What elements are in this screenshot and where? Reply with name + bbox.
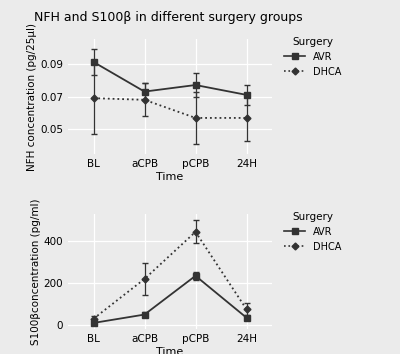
Y-axis label: S100βconcentration (pg/ml): S100βconcentration (pg/ml) (31, 198, 41, 345)
Legend: AVR, DHCA: AVR, DHCA (280, 33, 346, 81)
Text: NFH and S100β in different surgery groups: NFH and S100β in different surgery group… (34, 11, 302, 24)
X-axis label: Time: Time (156, 172, 184, 182)
Y-axis label: NFH concentration (pg/25μl): NFH concentration (pg/25μl) (27, 23, 37, 171)
X-axis label: Time: Time (156, 347, 184, 354)
Legend: AVR, DHCA: AVR, DHCA (280, 208, 346, 256)
